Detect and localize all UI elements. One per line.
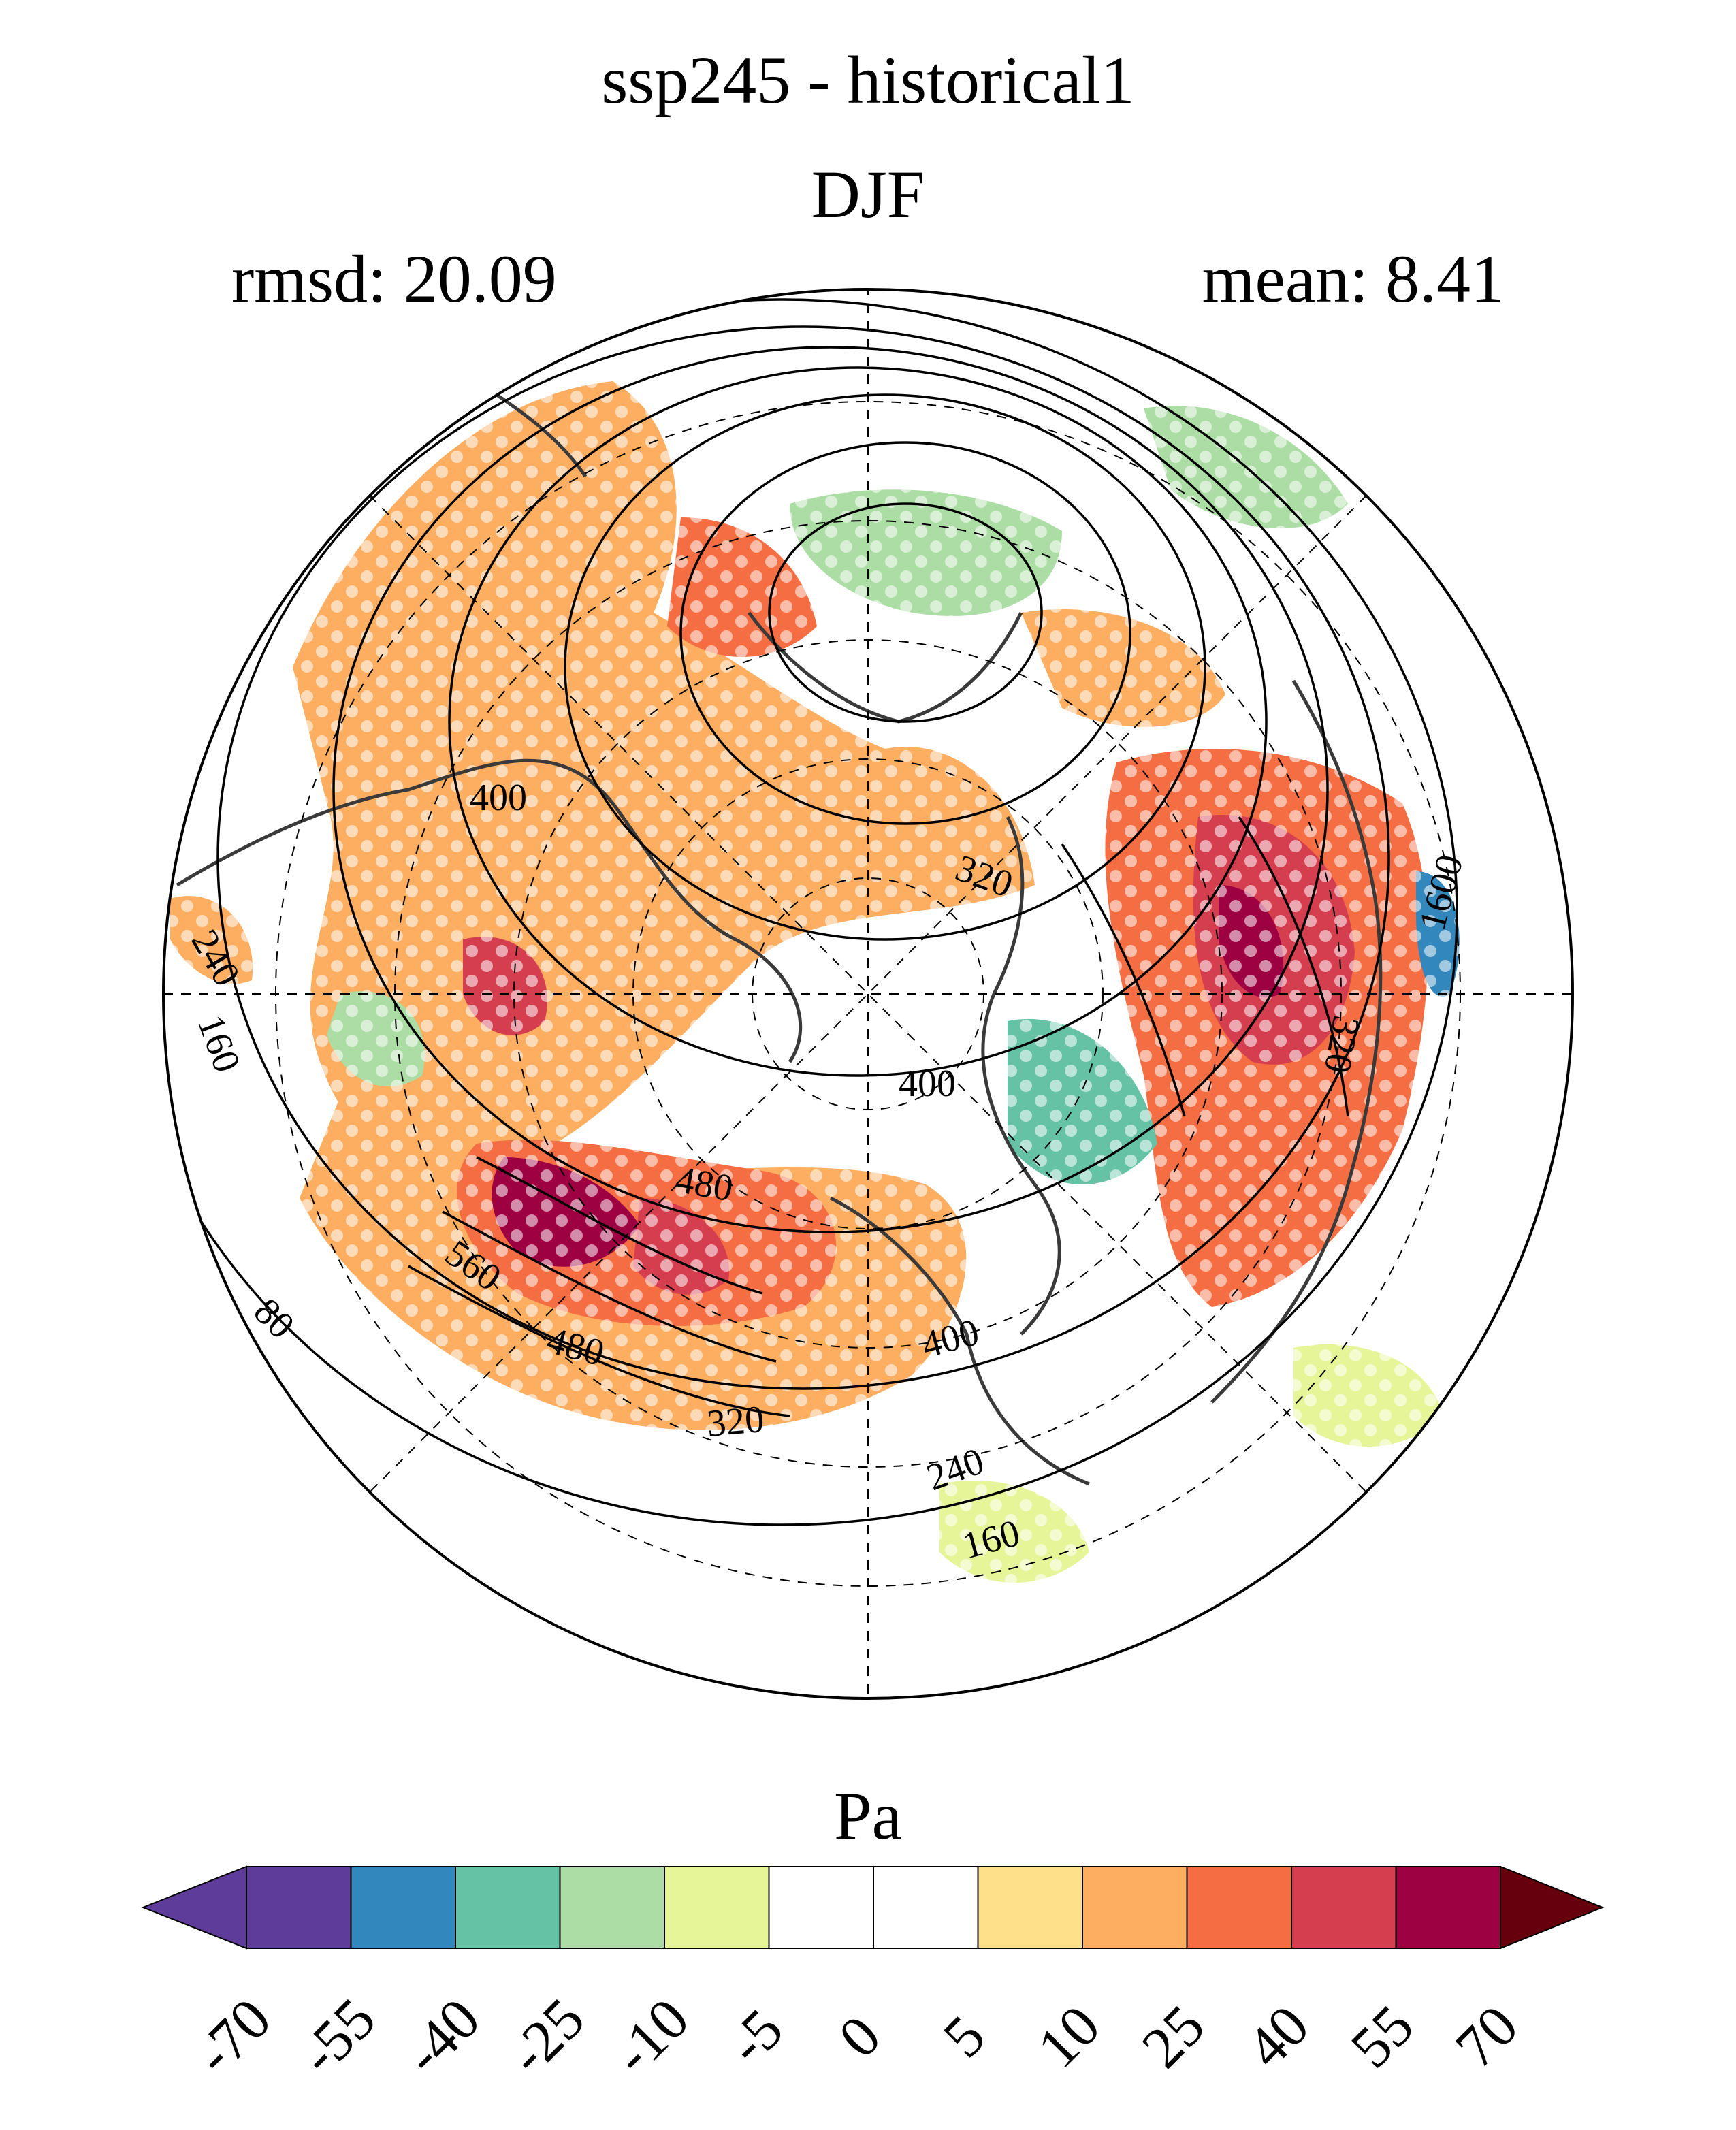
polar-map: 400 320 1600 240 160 320 400 480 560 80 … <box>162 288 1574 1700</box>
colorbar-tick-label: 25 <box>1129 1992 1217 2080</box>
colorbar-boxes <box>141 1865 1605 1950</box>
colorbar-box <box>350 1866 456 1949</box>
colorbar-box <box>873 1866 979 1949</box>
colorbar-box <box>664 1866 770 1949</box>
colorbar-under-arrow <box>141 1865 247 1950</box>
colorbar-box <box>1186 1866 1292 1949</box>
colorbar-units: Pa <box>834 1778 902 1854</box>
colorbar-tick-label: -40 <box>391 1986 492 2087</box>
colorbar: -70 -55 -40 -25 -10 -5 0 5 10 25 40 55 70 <box>141 1865 1605 2087</box>
contour-label: 400 <box>899 1063 956 1105</box>
contour-label: 400 <box>470 777 527 819</box>
map-fill-layer: 400 320 1600 240 160 320 400 480 560 80 … <box>163 289 1573 1698</box>
coastlines <box>176 379 1383 1486</box>
colorbar-tick-label: 55 <box>1338 1992 1426 2080</box>
colorbar-tick-label: -55 <box>287 1986 388 2087</box>
graticule <box>163 289 1573 1698</box>
colorbar-box <box>1291 1866 1397 1949</box>
colorbar-box <box>1395 1866 1501 1949</box>
colorbar-over-arrow <box>1500 1865 1605 1950</box>
colorbar-tick-label: -10 <box>600 1986 701 2087</box>
colorbar-tick-label: 5 <box>931 2003 997 2069</box>
season-label: DJF <box>811 157 925 232</box>
colorbar-tick-label: 0 <box>826 2003 893 2069</box>
contour-label: 320 <box>1316 1013 1368 1076</box>
colorbar-tick-label: 70 <box>1443 1992 1530 2080</box>
colorbar-box <box>977 1866 1083 1949</box>
colorbar-tick-label: -70 <box>182 1986 283 2087</box>
colorbar-tick-label: 10 <box>1025 1992 1112 2080</box>
plot-title: ssp245 - historical1 <box>601 42 1135 118</box>
colorbar-box <box>559 1866 665 1949</box>
map-boundary <box>162 288 1574 1700</box>
contour-label: 480 <box>673 1159 736 1210</box>
mean-value: mean: 8.41 <box>1202 241 1505 317</box>
colorbar-box <box>455 1866 561 1949</box>
colorbar-tick-label: 40 <box>1234 1992 1321 2080</box>
colorbar-box <box>246 1866 352 1949</box>
climatology-contours <box>163 298 1458 1526</box>
colorbar-tick-label: -25 <box>496 1986 597 2087</box>
colorbar-box <box>1082 1866 1188 1949</box>
colorbar-labels: -70 -55 -40 -25 -10 -5 0 5 10 25 40 55 70 <box>182 1986 1530 2087</box>
contour-label: 320 <box>705 1398 766 1445</box>
rmsd-value: rmsd: 20.09 <box>231 241 557 317</box>
colorbar-box <box>768 1866 874 1949</box>
colorbar-tick-label: -5 <box>715 1996 796 2077</box>
